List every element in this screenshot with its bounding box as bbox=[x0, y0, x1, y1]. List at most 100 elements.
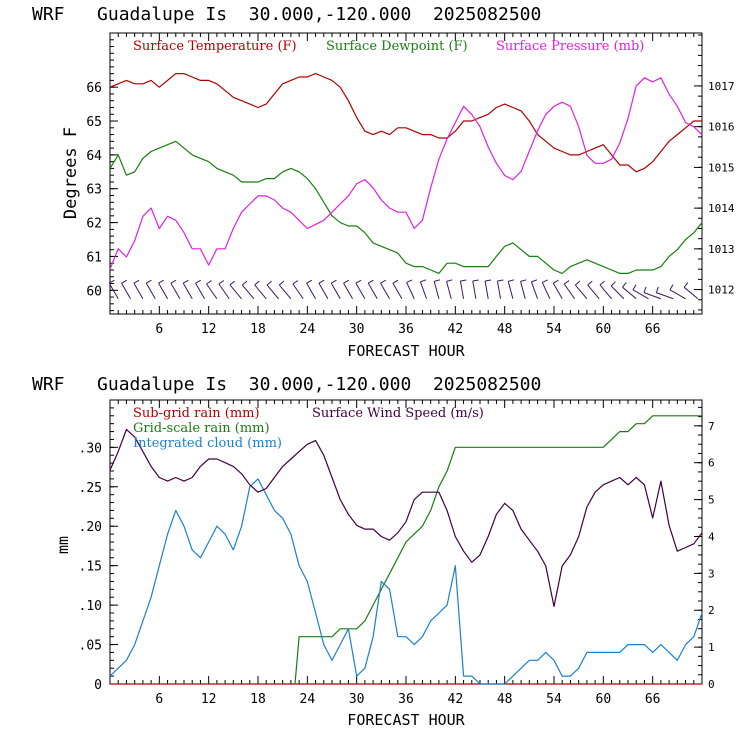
wind-barb-feather bbox=[145, 279, 152, 284]
wind-barbs bbox=[108, 279, 699, 300]
integrated-cloud-line bbox=[109, 478, 703, 685]
wind-barb-staff bbox=[367, 282, 378, 300]
wind-barb bbox=[229, 280, 242, 300]
wind-barb-staff bbox=[610, 285, 625, 300]
y-tick-label: 64 bbox=[86, 149, 102, 164]
wind-barb-feather bbox=[355, 279, 362, 284]
x-tick-label: 48 bbox=[497, 322, 513, 337]
wind-barb bbox=[367, 279, 378, 300]
wind-speed-line bbox=[109, 428, 703, 608]
wind-barb bbox=[541, 279, 551, 299]
wind-barb bbox=[472, 279, 479, 299]
x-tick-label: 36 bbox=[398, 692, 414, 707]
y-tick-label: .05 bbox=[79, 639, 102, 654]
wind-barb-feather bbox=[330, 279, 337, 284]
wind-barb-staff bbox=[530, 281, 539, 299]
wind-barb-staff bbox=[459, 280, 465, 299]
wind-barb bbox=[145, 279, 156, 300]
wind-barb-staff bbox=[380, 282, 390, 300]
wind-barb bbox=[206, 280, 218, 300]
wind-barb bbox=[380, 279, 390, 300]
wind-barb bbox=[496, 279, 504, 299]
wind-barb-feather bbox=[446, 279, 453, 282]
wind-barb-feather bbox=[552, 279, 559, 284]
y2-tick-label: 0 bbox=[708, 678, 715, 691]
y-tick-label: 60 bbox=[86, 284, 102, 299]
x-tick-label: 6 bbox=[155, 692, 163, 707]
top-x-ticks: 6 12 18 24 30 36 42 48 54 60 66 bbox=[117, 33, 695, 337]
wind-barb-staff bbox=[552, 282, 563, 300]
x-tick-label: 54 bbox=[546, 322, 562, 337]
wind-barb-feather bbox=[563, 280, 570, 285]
legend-surface-pressure: Surface Pressure (mb) bbox=[496, 39, 644, 54]
wind-barb bbox=[520, 279, 527, 299]
y2-tick-label: 7 bbox=[708, 420, 715, 433]
wind-barb bbox=[484, 279, 492, 299]
y2-tick-label: 1012 bbox=[708, 284, 735, 297]
wind-barb bbox=[446, 279, 453, 299]
wind-barb-feather bbox=[574, 280, 581, 286]
wind-barb-feather bbox=[229, 280, 235, 286]
wind-barb-staff bbox=[278, 284, 292, 300]
x-tick-label: 30 bbox=[349, 322, 365, 337]
x-tick-label: 18 bbox=[250, 322, 266, 337]
wind-barb bbox=[599, 280, 612, 300]
bottom-x-ticks: 6 12 18 24 30 36 42 48 54 60 66 bbox=[117, 400, 695, 707]
wind-barb-feather bbox=[460, 279, 467, 282]
wind-barb bbox=[419, 279, 428, 299]
y2-tick-label: 1013 bbox=[708, 243, 735, 256]
wind-barb-staff bbox=[330, 282, 341, 300]
y2-tick-label: 5 bbox=[708, 494, 715, 507]
bottom-panel-title: WRF Guadalupe Is 30.000,-120.000 2025082… bbox=[32, 374, 541, 395]
wind-barb-staff bbox=[108, 282, 119, 300]
wind-barb bbox=[121, 279, 131, 300]
wind-barb-feather bbox=[508, 279, 515, 282]
wind-barb bbox=[254, 280, 267, 300]
x-tick-label: 66 bbox=[645, 692, 661, 707]
wind-barb-feather bbox=[306, 279, 313, 284]
bottom-x-axis-label: FORECAST HOUR bbox=[347, 711, 465, 729]
y-tick-label: 63 bbox=[86, 183, 102, 198]
top-panel-title: WRF Guadalupe Is 30.000,-120.000 2025082… bbox=[32, 4, 541, 25]
wind-barb bbox=[392, 279, 403, 300]
wind-barb bbox=[459, 279, 467, 299]
y-tick-label: 61 bbox=[86, 250, 102, 265]
wind-barb-feather bbox=[587, 280, 593, 286]
x-tick-label: 30 bbox=[349, 692, 365, 707]
wind-barb-feather bbox=[497, 279, 504, 282]
bottom-right-y-ticks: 0 1 2 3 4 5 6 7 bbox=[694, 406, 715, 691]
wind-barb-staff bbox=[683, 286, 699, 300]
wind-barb bbox=[507, 279, 515, 299]
wind-barb-feather bbox=[434, 279, 441, 282]
bottom-y-axis-label: mm bbox=[54, 536, 72, 554]
wind-barb-feather bbox=[158, 279, 165, 284]
wind-barb-staff bbox=[419, 281, 428, 299]
wind-barb-staff bbox=[433, 281, 440, 299]
wind-barb bbox=[306, 279, 316, 300]
x-tick-label: 66 bbox=[645, 322, 661, 337]
x-tick-label: 12 bbox=[201, 692, 217, 707]
legend-wind-speed: Surface Wind Speed (m/s) bbox=[312, 406, 484, 421]
wind-barb-feather bbox=[420, 279, 427, 283]
wind-barb-feather bbox=[599, 280, 605, 286]
wind-barb-feather bbox=[542, 279, 548, 283]
wind-barb bbox=[330, 279, 341, 300]
wind-barb-feather bbox=[520, 279, 527, 282]
wind-barb bbox=[406, 279, 415, 299]
wind-barb-feather bbox=[241, 280, 248, 286]
gridscale-rain-line bbox=[294, 415, 702, 685]
x-tick-label: 60 bbox=[596, 692, 612, 707]
wind-barb-feather bbox=[278, 280, 285, 286]
wind-barb bbox=[133, 279, 144, 300]
x-tick-label: 6 bbox=[155, 322, 163, 337]
y-tick-label: .25 bbox=[79, 481, 102, 496]
wind-barb-feather bbox=[108, 279, 115, 284]
wind-barb-feather bbox=[170, 279, 177, 284]
wind-barb-staff bbox=[507, 281, 514, 299]
top-left-y-ticks: 60 61 62 63 64 65 66 bbox=[86, 39, 118, 312]
y2-tick-label: 3 bbox=[708, 567, 715, 580]
wind-barb-staff bbox=[158, 282, 168, 300]
x-tick-label: 54 bbox=[546, 692, 562, 707]
y2-tick-label: 6 bbox=[708, 457, 715, 470]
y-tick-label: 65 bbox=[86, 115, 102, 130]
